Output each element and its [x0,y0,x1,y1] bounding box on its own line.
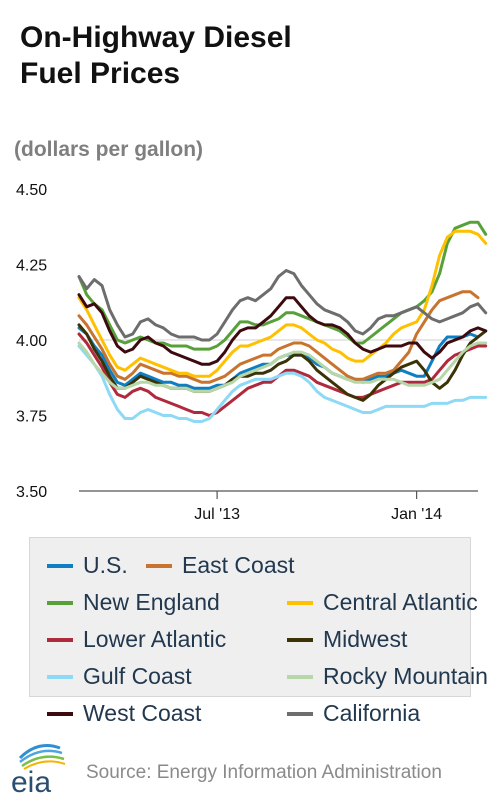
series-line-california [77,269,488,342]
legend-label: New England [83,589,220,615]
legend-swatch [47,711,73,716]
series-line-rocky-mountain [77,341,488,393]
chart-legend: U.S. East Coast New England Central Atlanti… [29,537,488,726]
source-note: Source: Energy Information Administratio… [86,762,442,783]
x-tick-label: Jul '13 [194,506,240,523]
legend-item-lower-atlantic: Lower Atlantic [47,626,226,653]
legend-swatch [47,674,73,679]
legend-label: California [323,700,421,726]
legend-label: Lower Atlantic [83,626,227,652]
legend-item-gulf-coast: Gulf Coast [47,663,192,690]
eia-logo: eia [11,744,66,799]
eia-logo-mark [18,744,66,770]
legend-swatch [47,563,73,568]
legend-item-u-s: U.S. [47,552,128,579]
legend-swatch [287,600,313,605]
y-tick-label: 4.25 [16,258,47,275]
legend-item-midwest: Midwest [287,626,407,653]
line-chart: 3.50 3.75 4.00 4.25 4.50 Jul '13 Jan '14 [16,182,488,523]
y-tick-label: 3.50 [16,484,47,501]
series-line-west-coast [77,293,488,366]
series-line-gulf-coast [77,344,488,423]
legend-swatch [47,600,73,605]
legend-item-new-england: New England [47,589,220,616]
legend-label: Central Atlantic [323,589,478,615]
x-tick-label: Jan '14 [391,506,442,523]
chart-title: On-Highway Diesel Fuel Prices [20,20,480,92]
legend-label: U.S. [83,552,128,578]
legend-item-central-atlantic: Central Atlantic [287,589,478,616]
legend-item-rocky-mountain: Rocky Mountain [287,663,488,690]
series-line-east-coast [77,290,480,384]
legend-label: East Coast [182,552,295,578]
legend-item-california: California [287,700,420,727]
legend-swatch [146,563,172,568]
legend-label: Rocky Mountain [323,663,488,689]
legend-item-west-coast: West Coast [47,700,201,727]
series-line-central-atlantic [77,229,488,378]
legend-label: Midwest [323,626,408,652]
chart-title-line-1: On-Highway Diesel [20,21,292,54]
y-tick-label: 4.50 [16,182,47,199]
series-line-midwest [77,323,488,402]
legend-swatch [287,711,313,716]
legend-swatch [287,637,313,642]
legend-item-east-coast: East Coast [146,552,295,579]
series-line-new-england [77,220,488,351]
legend-swatch [47,637,73,642]
legend-swatch [287,674,313,679]
legend-label: Gulf Coast [83,663,192,689]
legend-label: West Coast [83,700,202,726]
footer: eia Source: Energy Information Administr… [0,732,500,800]
y-tick-label: 4.00 [16,333,47,350]
chart-title-line-2: Fuel Prices [20,57,181,90]
y-tick-label: 3.75 [16,409,47,426]
y-axis-units-label: (dollars per gallon) [14,138,204,161]
eia-logo-text: eia [11,766,51,799]
